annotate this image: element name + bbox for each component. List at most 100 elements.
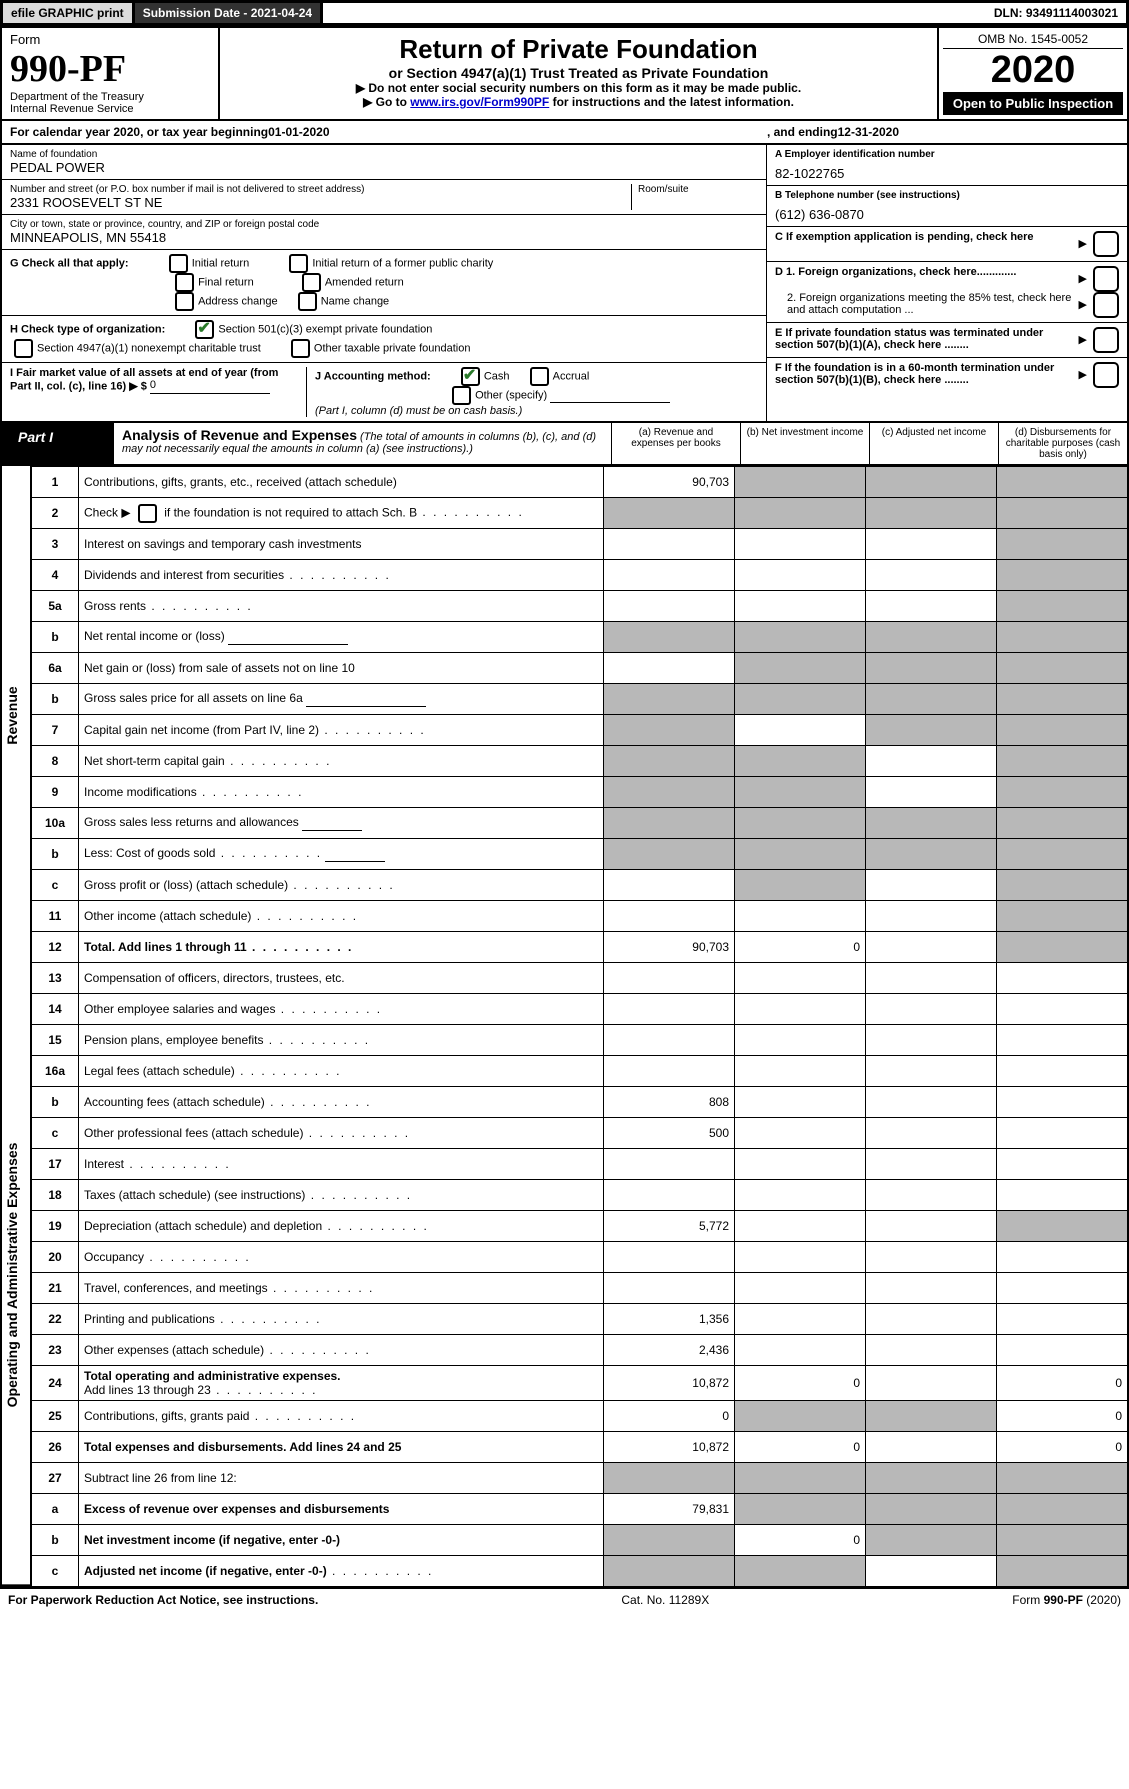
row-18: 18Taxes (attach schedule) (see instructi…	[31, 1180, 1128, 1211]
f-label: F If the foundation is in a 60-month ter…	[775, 362, 1079, 388]
chk-name-change[interactable]	[298, 292, 317, 311]
chk-accrual[interactable]	[530, 367, 549, 386]
chk-c[interactable]	[1093, 231, 1119, 257]
ein-cell: A Employer identification number 82-1022…	[767, 145, 1127, 186]
row-27b: bNet investment income (if negative, ent…	[31, 1525, 1128, 1556]
note-ssn: ▶ Do not enter social security numbers o…	[226, 81, 931, 95]
header-right: OMB No. 1545-0052 2020 Open to Public In…	[937, 28, 1127, 119]
j1: Cash	[484, 370, 510, 382]
header-center: Return of Private Foundation or Section …	[220, 28, 937, 119]
row-24: 24Total operating and administrative exp…	[31, 1366, 1128, 1401]
h2: Section 4947(a)(1) nonexempt charitable …	[37, 342, 261, 354]
part1-title: Analysis of Revenue and Expenses	[122, 427, 357, 443]
tax-year: 2020	[943, 49, 1123, 92]
top-bar: efile GRAPHIC print Submission Date - 20…	[0, 0, 1129, 26]
j-label: J Accounting method:	[315, 370, 431, 382]
col-b-hdr: (b) Net investment income	[740, 423, 869, 464]
row-3: 3Interest on savings and temporary cash …	[31, 529, 1128, 560]
chk-amended[interactable]	[302, 273, 321, 292]
revenue-label: Revenue	[2, 466, 30, 965]
ij-section: I Fair market value of all assets at end…	[2, 363, 766, 421]
info-right: A Employer identification number 82-1022…	[766, 145, 1127, 421]
row-11: 11Other income (attach schedule)	[31, 901, 1128, 932]
d1: D 1. Foreign organizations, check here..…	[775, 266, 1079, 292]
opex-label: Operating and Administrative Expenses	[2, 965, 30, 1586]
cal-mid: , and ending	[767, 125, 838, 139]
row-10c: cGross profit or (loss) (attach schedule…	[31, 870, 1128, 901]
efile-tag: efile GRAPHIC print	[3, 3, 135, 23]
name-label: Name of foundation	[10, 149, 758, 160]
row-6a: 6aNet gain or (loss) from sale of assets…	[31, 653, 1128, 684]
g3: Address change	[198, 295, 278, 307]
chk-f[interactable]	[1093, 362, 1119, 388]
g2: Final return	[198, 276, 254, 288]
note2-pre: ▶ Go to	[363, 95, 410, 109]
row-27a: aExcess of revenue over expenses and dis…	[31, 1494, 1128, 1525]
g-section: G Check all that apply: Initial return I…	[2, 250, 766, 316]
footer-mid: Cat. No. 11289X	[621, 1593, 709, 1607]
g6: Name change	[321, 295, 390, 307]
chk-final-return[interactable]	[175, 273, 194, 292]
chk-sch-b[interactable]	[138, 504, 157, 523]
e-label: E If private foundation status was termi…	[775, 327, 1079, 353]
j2: Accrual	[553, 370, 590, 382]
dept: Department of the Treasury	[10, 91, 210, 103]
info-grid: Name of foundation PEDAL POWER Number an…	[0, 145, 1129, 423]
h1: Section 501(c)(3) exempt private foundat…	[218, 323, 432, 335]
part1-desc: Analysis of Revenue and Expenses (The to…	[114, 423, 611, 464]
chk-other-taxable[interactable]	[291, 339, 310, 358]
g1: Initial return	[192, 257, 249, 269]
chk-d2[interactable]	[1093, 292, 1119, 318]
tel-cell: B Telephone number (see instructions) (6…	[767, 186, 1127, 227]
row-10a: 10aGross sales less returns and allowanc…	[31, 808, 1128, 839]
d2: 2. Foreign organizations meeting the 85%…	[775, 292, 1079, 318]
chk-initial-public[interactable]	[289, 254, 308, 273]
form-header: Form 990-PF Department of the Treasury I…	[0, 26, 1129, 121]
calendar-row: For calendar year 2020, or tax year begi…	[0, 121, 1129, 145]
row-4: 4Dividends and interest from securities	[31, 560, 1128, 591]
chk-d1[interactable]	[1093, 266, 1119, 292]
form-title: Return of Private Foundation	[226, 34, 931, 65]
city: MINNEAPOLIS, MN 55418	[10, 230, 758, 245]
row-12: 12Total. Add lines 1 through 1190,7030	[31, 932, 1128, 963]
form-number: 990-PF	[10, 47, 210, 91]
form-id-block: Form 990-PF Department of the Treasury I…	[2, 28, 220, 119]
chk-4947[interactable]	[14, 339, 33, 358]
footer-left: For Paperwork Reduction Act Notice, see …	[8, 1593, 318, 1607]
j-note: (Part I, column (d) must be on cash basi…	[315, 405, 522, 417]
chk-address-change[interactable]	[175, 292, 194, 311]
part1-grid: Revenue Operating and Administrative Exp…	[0, 466, 1129, 1588]
row-23: 23Other expenses (attach schedule)2,436	[31, 1335, 1128, 1366]
irs: Internal Revenue Service	[10, 103, 210, 115]
part1-header: Part I Analysis of Revenue and Expenses …	[0, 423, 1129, 466]
cal-pre: For calendar year 2020, or tax year begi…	[10, 125, 268, 139]
foundation-name: PEDAL POWER	[10, 160, 758, 175]
row-27c: cAdjusted net income (if negative, enter…	[31, 1556, 1128, 1588]
chk-e[interactable]	[1093, 327, 1119, 353]
note-link: ▶ Go to www.irs.gov/Form990PF for instru…	[226, 95, 931, 109]
row-13: 13Compensation of officers, directors, t…	[31, 963, 1128, 994]
chk-other-method[interactable]	[452, 386, 471, 405]
col-d-hdr: (d) Disbursements for charitable purpose…	[998, 423, 1127, 464]
info-left: Name of foundation PEDAL POWER Number an…	[2, 145, 766, 421]
irs-link[interactable]: www.irs.gov/Form990PF	[410, 95, 549, 109]
c-cell: C If exemption application is pending, c…	[767, 227, 1127, 262]
submission-date: Submission Date - 2021-04-24	[135, 3, 323, 23]
addr-label: Number and street (or P.O. box number if…	[10, 184, 631, 195]
chk-501c3[interactable]	[195, 320, 214, 339]
address: 2331 ROOSEVELT ST NE	[10, 195, 631, 210]
row-25: 25Contributions, gifts, grants paid00	[31, 1401, 1128, 1432]
col-c-hdr: (c) Adjusted net income	[869, 423, 998, 464]
chk-cash[interactable]	[461, 367, 480, 386]
row-10b: bLess: Cost of goods sold	[31, 839, 1128, 870]
footer-right: Form 990-PF (2020)	[1012, 1593, 1121, 1607]
row-7: 7Capital gain net income (from Part IV, …	[31, 715, 1128, 746]
row-2: 2Check ▶ if the foundation is not requir…	[31, 498, 1128, 529]
h-label: H Check type of organization:	[10, 323, 165, 335]
row-14: 14Other employee salaries and wages	[31, 994, 1128, 1025]
c-label: C If exemption application is pending, c…	[775, 231, 1079, 257]
row-16a: 16aLegal fees (attach schedule)	[31, 1056, 1128, 1087]
open-public: Open to Public Inspection	[943, 92, 1123, 115]
h-section: H Check type of organization: Section 50…	[2, 316, 766, 363]
chk-initial-return[interactable]	[169, 254, 188, 273]
